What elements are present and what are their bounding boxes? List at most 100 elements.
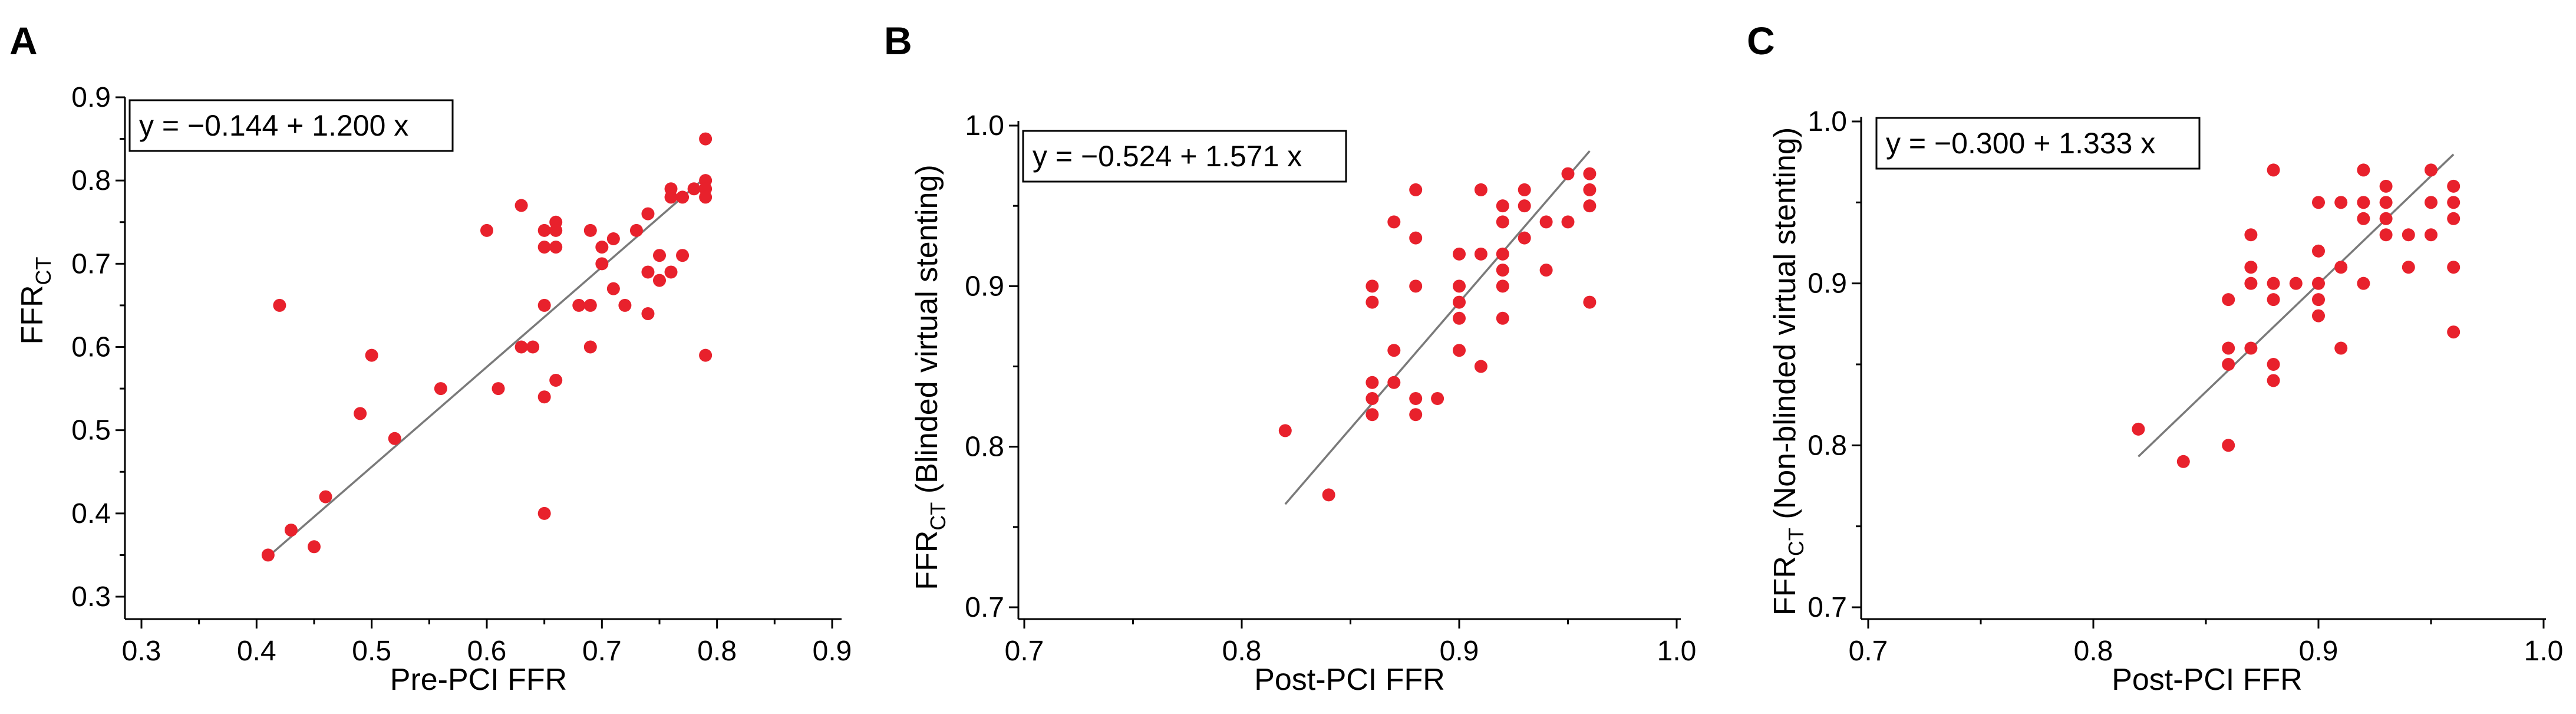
data-point: [480, 223, 493, 237]
y-tick-label: 0.4: [71, 498, 111, 529]
data-point: [319, 490, 332, 504]
data-point: [1322, 488, 1335, 502]
data-point: [1409, 183, 1423, 196]
data-point: [388, 432, 401, 445]
panel-a-ylabel-main: FFR: [15, 285, 50, 344]
x-tick-label: 1.0: [1657, 636, 1697, 667]
data-point: [2267, 358, 2280, 371]
data-point: [537, 506, 551, 520]
data-point: [1518, 199, 1531, 213]
data-point: [1278, 424, 1292, 437]
data-point: [2357, 163, 2370, 177]
data-point: [1539, 215, 1553, 229]
data-point: [526, 340, 540, 354]
data-point: [641, 307, 655, 321]
data-point: [2222, 439, 2235, 452]
data-point: [2425, 228, 2438, 242]
data-point: [1365, 376, 1379, 389]
panel-a-equation: y = −0.144 + 1.200 x: [139, 109, 408, 142]
data-point: [2176, 455, 2190, 468]
panel-a-ylabel-sub: CT: [31, 256, 55, 285]
data-point: [365, 348, 378, 362]
panel-a-xlabel: Pre-PCI FFR: [390, 663, 567, 697]
data-point: [618, 298, 632, 312]
data-point: [549, 241, 563, 254]
data-point: [2447, 196, 2460, 209]
data-point: [2312, 293, 2325, 307]
data-point: [2222, 341, 2235, 355]
data-point: [514, 340, 528, 354]
x-tick-label: 0.3: [122, 636, 161, 667]
panel-letter-b: B: [884, 19, 912, 62]
data-point: [664, 265, 678, 279]
y-tick-label: 0.6: [71, 332, 111, 363]
panel-b-ylabel: FFRCT (Blinded virtual stenting): [910, 164, 950, 590]
data-point: [1365, 295, 1379, 309]
data-point: [1387, 344, 1401, 357]
data-point: [537, 298, 551, 312]
data-point: [1496, 264, 1509, 277]
y-tick-label: 0.9: [1808, 268, 1847, 300]
data-point: [2222, 358, 2235, 371]
data-point: [273, 298, 286, 312]
panel-b-points: [1278, 167, 1597, 502]
y-tick-label: 1.0: [965, 110, 1004, 142]
data-point: [653, 249, 666, 262]
data-point: [1409, 279, 1423, 293]
data-point: [2244, 261, 2258, 274]
data-point: [2334, 261, 2348, 274]
data-point: [2267, 163, 2280, 177]
data-point: [606, 282, 620, 295]
data-point: [1561, 215, 1575, 229]
panel-b-ylabel-rest: (Blinded virtual stenting): [910, 164, 944, 502]
data-point: [1453, 247, 1466, 261]
data-point: [2244, 228, 2258, 242]
panel-c-ylabel: FFRCT (Non-blinded virtual stenting): [1768, 127, 1808, 616]
data-point: [1474, 183, 1487, 196]
panel-b-ylabel-sub: CT: [926, 502, 950, 531]
data-point: [2312, 244, 2325, 258]
data-point: [2334, 341, 2348, 355]
data-point: [1365, 279, 1379, 293]
panel-a: A FFRCT 0.3 0.4 0.5 0.6 0.7 0.8 0.90.30.40.50.…: [9, 19, 852, 697]
panel-c-xlabel: Post-PCI FFR: [2112, 663, 2303, 697]
panel-a-fit-line: [267, 181, 701, 558]
data-point: [537, 223, 551, 237]
x-tick-label: 0.5: [352, 636, 391, 667]
x-tick-label: 0.7: [1005, 636, 1044, 667]
panel-c-points: [2132, 163, 2460, 468]
data-point: [2379, 179, 2393, 193]
data-point: [261, 548, 275, 562]
data-point: [2425, 196, 2438, 209]
data-point: [2402, 228, 2415, 242]
data-point: [2312, 196, 2325, 209]
data-point: [1365, 408, 1379, 422]
x-tick-label: 0.7: [582, 636, 622, 667]
data-point: [1561, 167, 1575, 180]
data-point: [1409, 391, 1423, 405]
data-point: [2312, 309, 2325, 323]
x-tick-label: 0.4: [237, 636, 276, 667]
data-point: [595, 241, 609, 254]
x-tick-label: 0.8: [697, 636, 737, 667]
data-point: [2379, 228, 2393, 242]
data-point: [1409, 408, 1423, 422]
panel-a-points: [261, 132, 713, 562]
panel-c-equation-box: [1875, 117, 2201, 170]
panel-letter-a: A: [9, 19, 38, 62]
data-point: [1496, 247, 1509, 261]
x-tick-label: 0.8: [1222, 636, 1262, 667]
data-point: [1496, 311, 1509, 325]
data-point: [2447, 261, 2460, 274]
data-point: [308, 540, 321, 554]
data-point: [1583, 183, 1597, 196]
data-point: [1518, 231, 1531, 245]
data-point: [2222, 293, 2235, 307]
data-point: [537, 390, 551, 404]
data-point: [687, 182, 701, 196]
data-point: [653, 274, 666, 287]
y-tick-label: 0.8: [965, 432, 1004, 463]
data-point: [2132, 422, 2145, 436]
data-point: [2267, 293, 2280, 307]
